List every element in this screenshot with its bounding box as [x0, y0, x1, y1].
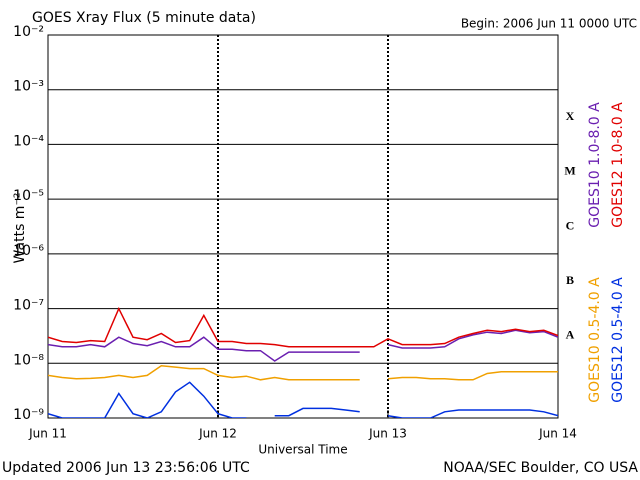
x-tick-label: Jun 14	[538, 427, 577, 441]
legend-label: GOES10 1.0-8.0 A	[587, 102, 603, 228]
legend-label: GOES12 1.0-8.0 A	[610, 102, 626, 228]
flare-class-label: X	[566, 109, 575, 123]
x-axis-label: Universal Time	[258, 443, 347, 457]
x-tick-label: Jun 11	[28, 427, 67, 441]
y-tick-label: 10⁻⁸	[13, 352, 44, 368]
series-line	[48, 365, 558, 381]
y-tick-label: 10⁻⁶	[13, 243, 44, 259]
legend-label: GOES10 0.5-4.0 A	[587, 277, 603, 403]
y-tick-label: 10⁻⁷	[13, 298, 44, 314]
x-tick-label: Jun 12	[198, 427, 237, 441]
chart-subtitle: Begin: 2006 Jun 11 0000 UTC	[461, 17, 637, 31]
y-tick-label: 10⁻⁹	[13, 407, 44, 423]
series-line	[48, 381, 558, 418]
series-line	[48, 329, 558, 362]
flare-class-label: M	[564, 164, 575, 178]
legend-label: GOES12 0.5-4.0 A	[610, 277, 626, 403]
y-tick-label: 10⁻⁵	[13, 188, 44, 204]
footer-left: Updated 2006 Jun 13 23:56:06 UTC	[2, 460, 250, 476]
flare-class-label: A	[566, 328, 575, 342]
y-axis-label: Watts m⁻²	[12, 193, 28, 264]
series-line	[48, 306, 558, 348]
y-tick-label: 10⁻⁴	[13, 133, 44, 149]
flare-class-label: C	[566, 218, 575, 232]
y-tick-label: 10⁻²	[13, 24, 44, 40]
x-tick-label: Jun 13	[368, 427, 407, 441]
flare-class-label: B	[566, 273, 574, 287]
y-tick-label: 10⁻³	[13, 79, 44, 95]
footer-right: NOAA/SEC Boulder, CO USA	[443, 460, 638, 476]
chart-title: GOES Xray Flux (5 minute data)	[32, 10, 256, 26]
